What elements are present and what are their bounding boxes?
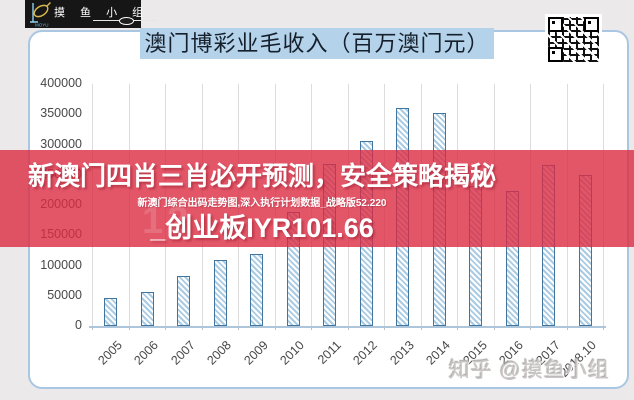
x-axis-tick [530, 326, 532, 330]
x-axis-tick [457, 326, 459, 330]
logo-underline [93, 17, 157, 25]
y-axis-label: 0 [75, 318, 82, 332]
x-axis-tick [566, 326, 568, 330]
x-axis-tick [420, 326, 422, 330]
qr-finder-top-right [584, 17, 599, 32]
bar [104, 298, 117, 326]
small-fish-icon [119, 17, 134, 25]
x-axis-tick [201, 326, 203, 330]
y-axis-label: 300000 [40, 136, 82, 151]
promo-overlay-band: 12 新澳门四肖三肖必开预测，安全策略揭秘 新澳门综合出码走势图,深入执行计划数… [0, 150, 634, 247]
chart-title: 澳门博彩业毛收入（百万澳门元） [144, 31, 490, 56]
y-axis-label: 400000 [40, 76, 82, 90]
qr-code-icon [545, 14, 602, 65]
x-axis-tick [347, 326, 349, 330]
y-axis-label: 50000 [47, 287, 82, 302]
x-axis-tick [165, 326, 167, 330]
x-axis-tick [603, 326, 605, 330]
qr-finder-top-left [548, 17, 563, 32]
bar [177, 276, 190, 326]
overlay-subheadline: _创业板IYR101.66 [150, 213, 374, 243]
brand-name: 摸 鱼 小 组 [54, 7, 150, 19]
x-axis-tick [493, 326, 495, 330]
y-axis-label: 100000 [40, 257, 82, 272]
x-axis-tick [384, 326, 386, 330]
x-axis-tick [274, 326, 276, 330]
y-axis-label: 350000 [40, 106, 82, 121]
x-axis-tick [92, 326, 94, 330]
brand-logo: MOYU 摸 鱼 小 组 [25, 0, 157, 28]
qr-finder-bottom-left [548, 47, 563, 62]
x-axis-tick [128, 326, 130, 330]
bar [213, 260, 227, 326]
zhihu-watermark: 知乎 @摸鱼小组 [448, 359, 610, 382]
x-axis-tick [311, 326, 313, 330]
x-axis-tick [238, 326, 240, 330]
overlay-faint-watermark: 12 [142, 200, 193, 242]
bar [140, 292, 154, 326]
chart-title-banner: 澳门博彩业毛收入（百万澳门元） [140, 28, 494, 59]
x-axis-line [89, 326, 607, 328]
overlay-headline: 新澳门四肖三肖必开预测，安全策略揭秘 [27, 161, 496, 191]
bar [250, 254, 263, 326]
fish-logo-icon: MOYU [30, 2, 51, 28]
logo-subtitle: MOYU [35, 23, 49, 28]
overlay-small-watermark: 新澳门综合出码走势图,深入执行计划数据_战略版52.220 [137, 198, 387, 209]
